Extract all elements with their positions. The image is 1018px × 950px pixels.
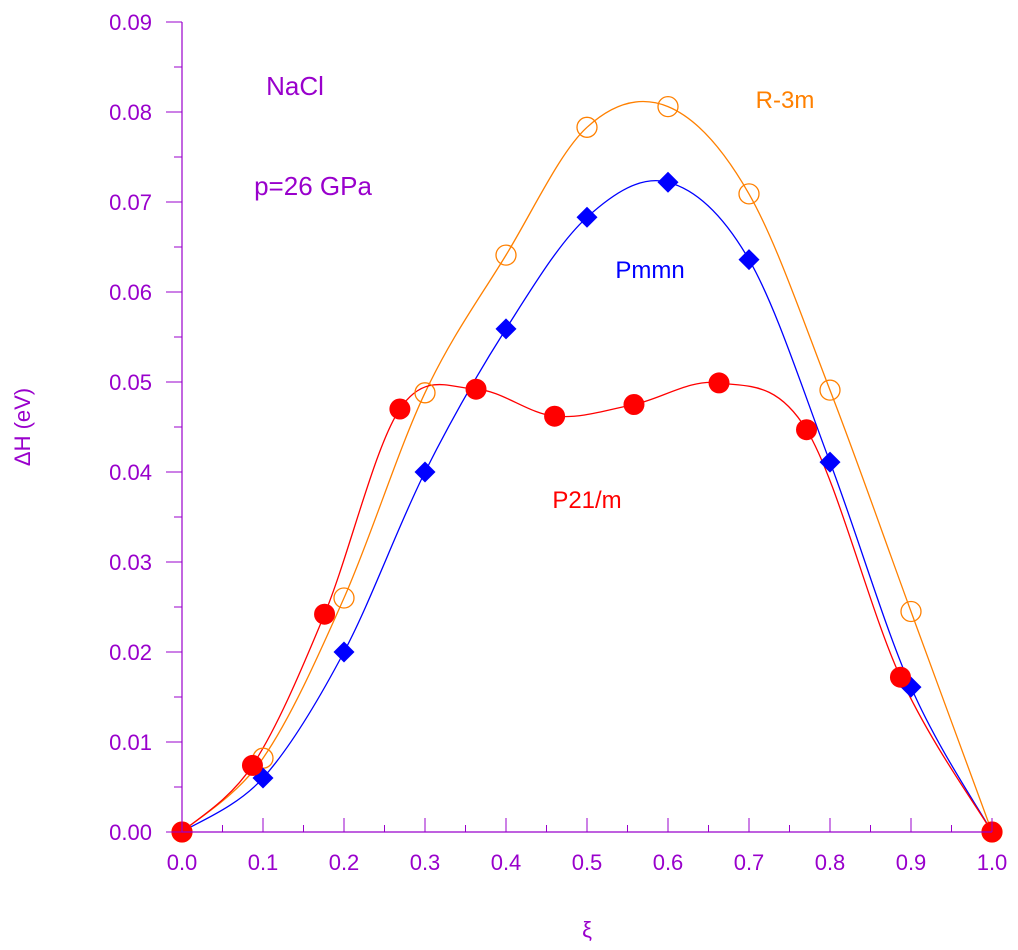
- y-tick-label: 0.09: [109, 10, 152, 35]
- data-point-pmmn: [576, 206, 598, 228]
- data-point-pmmn: [495, 318, 517, 340]
- text-labels: R-3m Pmmn P21/m NaCl p=26 GPa: [254, 71, 814, 514]
- x-tick-label: 0.7: [734, 850, 765, 875]
- axes: 0.0 0.1 0.2 0.3 0.4 0.5 0.6 0.7 0.8 0.9 1.0 0.00 0.0…: [10, 10, 1007, 942]
- data-point-pmmn: [657, 171, 679, 193]
- series-label-pmmn: Pmmn: [615, 257, 684, 284]
- x-tick-label: 0.1: [248, 850, 279, 875]
- x-tick-label: 0.8: [815, 850, 846, 875]
- data-point-p21-m: [796, 419, 818, 441]
- data-point-r-3m: [819, 379, 841, 401]
- data-point-r-3m: [657, 95, 679, 118]
- data-point-p21-m: [314, 603, 336, 625]
- data-point-r-3m: [414, 382, 436, 404]
- data-point-pmmn: [414, 461, 436, 483]
- series-line-r-3m: [181, 100, 993, 833]
- y-tick-label: 0.01: [109, 730, 152, 755]
- data-point-pmmn: [819, 451, 841, 473]
- data-point-p21-m: [708, 372, 730, 394]
- x-tick-label: 0.9: [896, 850, 927, 875]
- y-tick-label: 0.08: [109, 100, 152, 125]
- data-point-p21-m: [889, 666, 911, 688]
- y-tick-label: 0.06: [109, 280, 152, 305]
- data-point-p21-m: [241, 754, 263, 776]
- y-axis-title: ΔH (eV): [10, 388, 35, 466]
- series-label-r-3m: R-3m: [756, 87, 815, 114]
- x-tick-label: 0.4: [491, 850, 522, 875]
- x-tick-label: 1.0: [977, 850, 1008, 875]
- data-point-r-3m: [576, 116, 598, 138]
- y-tick-label: 0.07: [109, 190, 152, 215]
- y-tick-label: 0.03: [109, 550, 152, 575]
- data-point-p21-m: [465, 378, 487, 400]
- data-point-p21-m: [623, 394, 645, 415]
- annotation-label: p=26 GPa: [254, 171, 372, 201]
- data-point-r-3m: [738, 183, 760, 205]
- y-tick-label: 0.00: [109, 820, 152, 845]
- x-tick-label: 0.2: [329, 850, 360, 875]
- x-tick-label: 0.6: [653, 850, 684, 875]
- data-point-pmmn: [333, 641, 355, 663]
- data-point-p21-m: [544, 405, 566, 427]
- x-axis-title: ξ: [582, 917, 592, 942]
- data-point-p21-m: [389, 398, 411, 420]
- series-markers: [171, 95, 1003, 843]
- x-tick-label: 0.0: [167, 850, 198, 875]
- data-point-r-3m: [495, 244, 517, 266]
- data-point-r-3m: [900, 600, 922, 623]
- annotation-label: NaCl: [266, 71, 324, 101]
- data-point-r-3m: [333, 587, 355, 609]
- y-tick-label: 0.04: [109, 460, 152, 485]
- series-label-p21-m: P21/m: [552, 487, 621, 514]
- x-tick-label: 0.3: [410, 850, 441, 875]
- y-tick-label: 0.02: [109, 640, 152, 665]
- y-tick-label: 0.05: [109, 370, 152, 395]
- x-tick-label: 0.5: [572, 850, 603, 875]
- data-point-pmmn: [738, 249, 760, 271]
